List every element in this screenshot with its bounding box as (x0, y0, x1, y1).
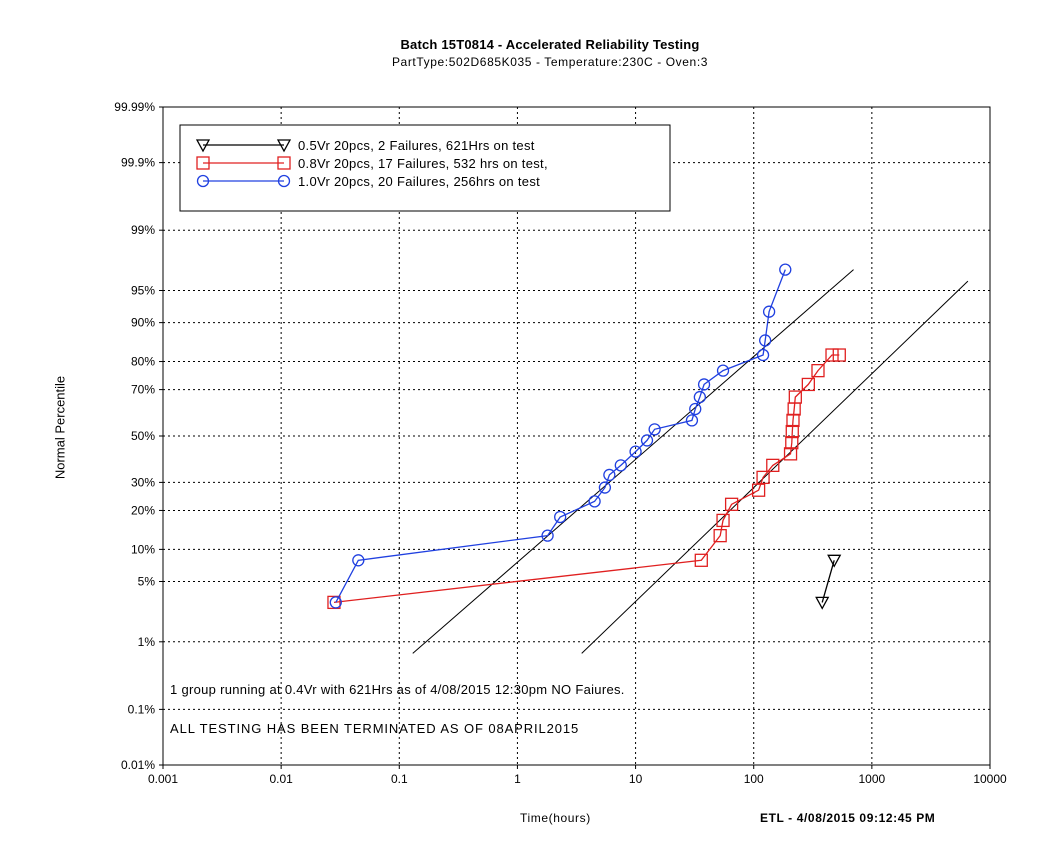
series-3-point (756, 348, 770, 362)
legend-marker (277, 174, 291, 188)
series-2-point (832, 348, 846, 362)
legend-marker (276, 139, 292, 153)
series-line-3 (335, 269, 786, 603)
series-2-point (811, 363, 825, 378)
y-tick-label: 20% (131, 503, 155, 517)
series-3-point (716, 364, 730, 377)
series-3-point (693, 390, 706, 404)
series-2-point (716, 513, 730, 528)
series-2-point (751, 483, 766, 497)
y-tick-label: 1% (138, 635, 156, 649)
y-tick-label: 0.01% (121, 758, 155, 772)
chart-title: Batch 15T0814 - Accelerated Reliability … (400, 37, 700, 52)
series-2-point (785, 436, 799, 450)
series-3-point (614, 459, 627, 472)
y-tick-label: 99.9% (121, 156, 155, 170)
legend-entry: 1.0Vr 20pcs, 20 Failures, 256hrs on test (298, 174, 540, 189)
y-tick-label: 50% (131, 429, 155, 443)
x-tick-label: 1000 (859, 772, 886, 786)
x-tick-label: 10000 (973, 772, 1007, 786)
series-3-point (598, 481, 612, 494)
fit-line (412, 269, 854, 654)
annotation-running-group: 1 group running at 0.4Vr with 621Hrs as … (170, 682, 625, 697)
series-3-point (697, 378, 711, 391)
series-3-point (779, 263, 792, 276)
x-tick-label: 0.1 (391, 772, 408, 786)
series-1-point (827, 554, 842, 568)
series-3-point (689, 402, 702, 416)
series-3-point (352, 554, 365, 567)
series-2-point (724, 497, 739, 511)
legend-marker (195, 139, 211, 153)
fit-line (581, 280, 969, 654)
x-tick-label: 100 (744, 772, 764, 786)
series-2-point (825, 348, 839, 362)
y-tick-label: 30% (131, 475, 155, 489)
series-3-point (603, 468, 616, 482)
series-3-point (759, 334, 772, 347)
y-tick-label: 5% (138, 575, 156, 589)
y-tick-label: 90% (131, 316, 155, 330)
y-tick-label: 99% (131, 223, 155, 237)
x-tick-label: 0.01 (269, 772, 293, 786)
series-3-point (329, 596, 342, 609)
legend-entry: 0.8Vr 20pcs, 17 Failures, 532 hrs on tes… (298, 156, 548, 171)
annotation-terminated: ALL TESTING HAS BEEN TERMINATED AS OF 08… (170, 721, 579, 736)
series-3-point (648, 423, 661, 436)
series-3-point (762, 305, 776, 318)
y-tick-label: 95% (131, 283, 155, 297)
legend-marker (196, 174, 210, 188)
x-tick-label: 0.001 (148, 772, 178, 786)
legend-marker (196, 156, 210, 170)
series-1-point (815, 596, 830, 610)
series-2-point (327, 595, 341, 610)
y-tick-label: 0.1% (128, 702, 156, 716)
legend-entry: 0.5Vr 20pcs, 2 Failures, 621Hrs on test (298, 138, 535, 153)
series-2-point (783, 447, 798, 461)
x-axis-label: Time(hours) (520, 811, 591, 825)
series-3-point (640, 434, 654, 447)
series-3-point (629, 445, 642, 458)
series-2-point (756, 470, 770, 485)
series-2-point (785, 424, 799, 439)
series-2-point (694, 553, 708, 567)
y-tick-label: 80% (131, 355, 155, 369)
series-3-point (541, 529, 554, 542)
series-2-point (801, 377, 815, 392)
series-3-point (685, 414, 699, 427)
y-tick-label: 99.99% (114, 100, 155, 114)
chart-subtitle: PartType:502D685K035 - Temperature:230C … (391, 55, 709, 69)
series-2-point (766, 458, 780, 473)
series-3-point (588, 495, 601, 508)
legend-box (179, 124, 671, 212)
series-2-point (788, 390, 802, 404)
x-tick-label: 10 (629, 772, 643, 786)
series-line-1 (821, 560, 835, 603)
footer-timestamp: ETL - 4/08/2015 09:12:45 PM (760, 811, 936, 825)
y-tick-label: 10% (131, 542, 155, 556)
x-tick-label: 1 (514, 772, 521, 786)
y-tick-label: 70% (131, 383, 155, 397)
legend-marker (277, 156, 291, 170)
series-3-point (554, 510, 567, 524)
series-2-point (713, 528, 727, 543)
